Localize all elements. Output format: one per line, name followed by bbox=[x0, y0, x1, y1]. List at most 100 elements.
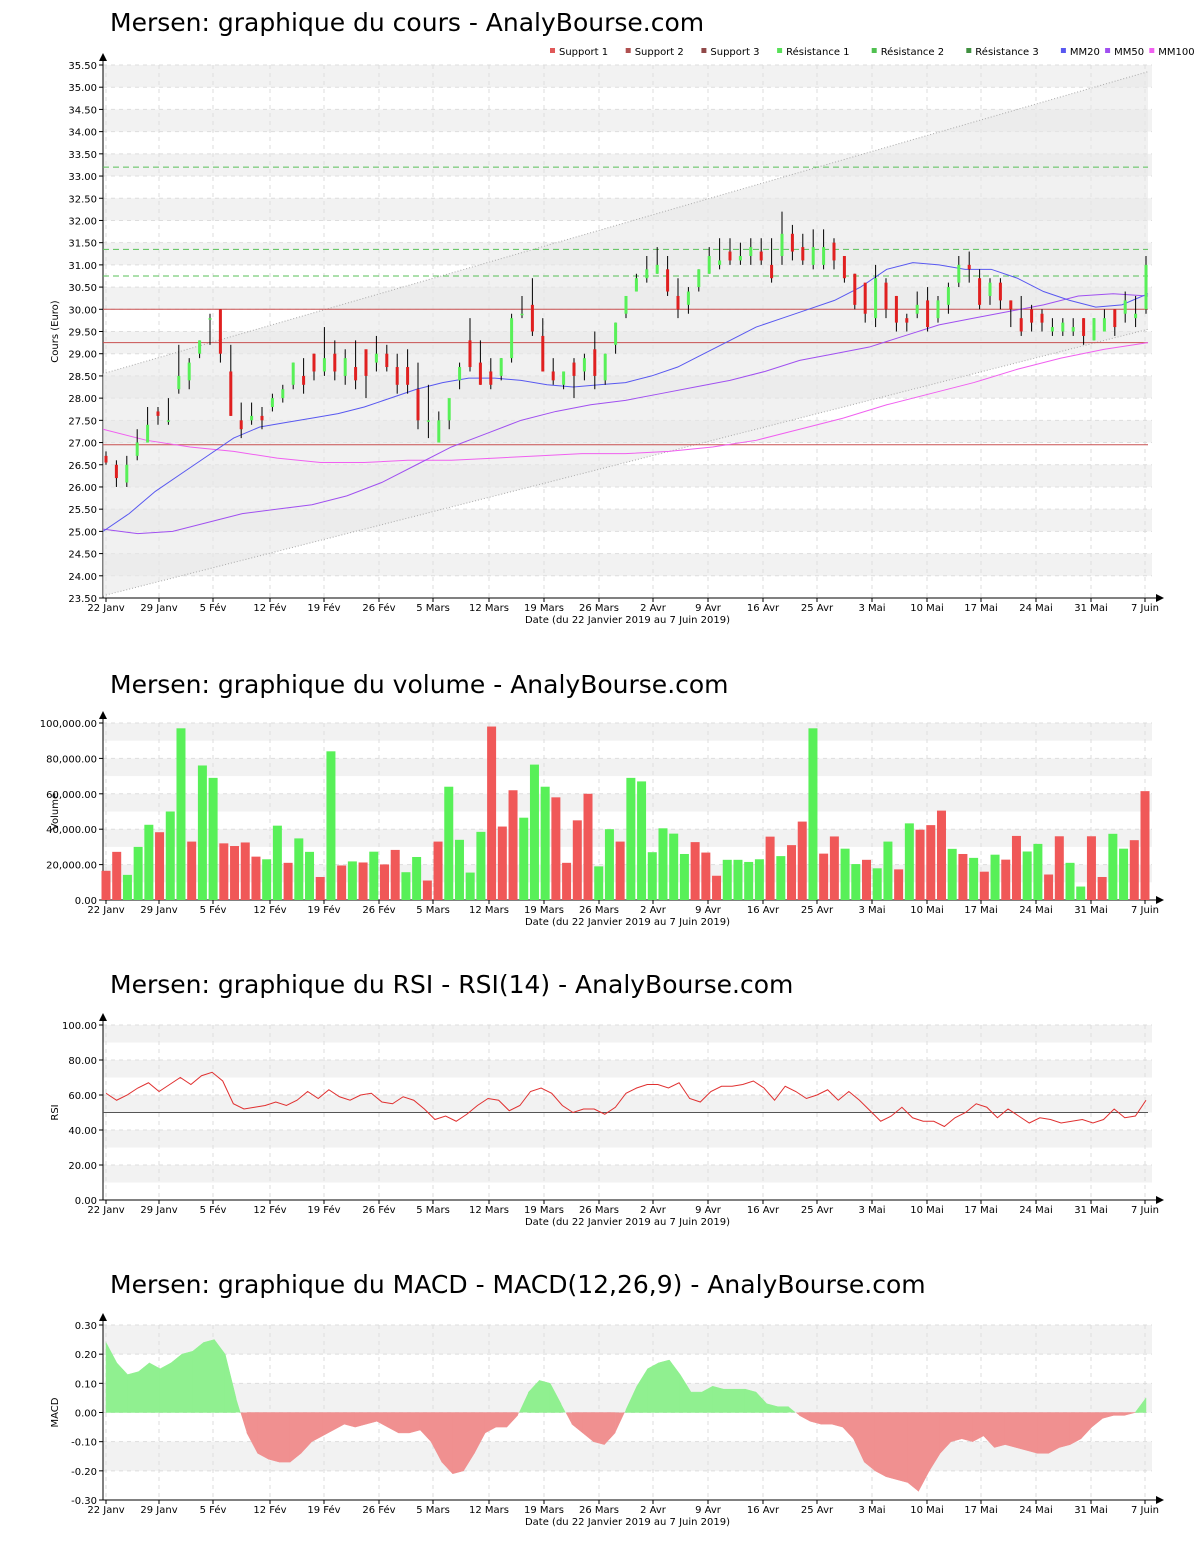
rsi-chart-panel: Mersen: graphique du RSI - RSI(14) - Ana… bbox=[0, 950, 1200, 1240]
y-tick-label: 80,000.00 bbox=[46, 754, 97, 765]
trend-channel bbox=[103, 71, 1148, 596]
y-tick-label: 30.50 bbox=[68, 283, 97, 294]
macd-chart: 22 Janv 29 Janv 5 Fév 12 Fév 19 Fév 26 Fév 5 M… bbox=[50, 1313, 1164, 1528]
macd-area-segment bbox=[950, 1412, 963, 1442]
candle-body bbox=[718, 260, 722, 265]
volume-bar bbox=[519, 817, 529, 900]
candle-body bbox=[926, 300, 930, 328]
volume-bar bbox=[112, 851, 122, 900]
macd-area-segment bbox=[506, 1412, 518, 1428]
candle-body bbox=[853, 273, 857, 305]
volume-bar bbox=[615, 841, 625, 900]
x-tick-label: 31 Mai bbox=[1074, 603, 1107, 614]
candle-body bbox=[458, 367, 462, 381]
candle-body bbox=[988, 282, 992, 296]
candle-body bbox=[1019, 318, 1023, 332]
x-tick-label: 12 Mars bbox=[469, 905, 509, 916]
volume-bar bbox=[337, 865, 347, 900]
macd-area-segment bbox=[1059, 1412, 1071, 1448]
macd-area-segment bbox=[1113, 1412, 1125, 1416]
candle-body bbox=[998, 282, 1002, 301]
macd-area-segment bbox=[149, 1362, 161, 1413]
candle-body bbox=[728, 251, 732, 261]
macd-area-segment bbox=[918, 1412, 930, 1492]
macd-area-segment bbox=[1004, 1412, 1017, 1448]
volume-bar bbox=[1129, 840, 1139, 900]
candle-body bbox=[686, 291, 690, 305]
x-tick-label: 5 Mars bbox=[416, 603, 450, 614]
grid-band bbox=[103, 723, 1152, 741]
macd-area-segment bbox=[289, 1412, 302, 1463]
x-tick-label: 19 Mars bbox=[524, 905, 564, 916]
macd-area-segment bbox=[636, 1367, 648, 1413]
volume-bar bbox=[122, 874, 132, 900]
candle-body bbox=[1123, 300, 1127, 314]
candle-body bbox=[1009, 300, 1013, 310]
candle-body bbox=[645, 269, 649, 279]
candle-body bbox=[582, 358, 586, 372]
candle-body bbox=[260, 415, 264, 421]
volume-bar bbox=[754, 859, 764, 900]
x-tick-label: 12 Mars bbox=[469, 1505, 509, 1516]
volume-bar bbox=[1065, 862, 1075, 900]
x-tick-label: 29 Janv bbox=[140, 1205, 177, 1216]
x-tick-label: 10 Mai bbox=[910, 603, 943, 614]
x-tick-label: 5 Fév bbox=[200, 904, 227, 916]
y-tick-label: 35.50 bbox=[68, 61, 97, 72]
macd-area-segment bbox=[615, 1412, 625, 1433]
x-tick-label: 16 Avr bbox=[747, 603, 780, 614]
volume-bar bbox=[797, 821, 807, 900]
x-tick-label: 9 Avr bbox=[695, 905, 722, 916]
volume-bar bbox=[583, 793, 593, 900]
y-tick-label: 30.00 bbox=[68, 305, 97, 316]
volume-bar bbox=[529, 764, 539, 900]
y-axis-label: Volume bbox=[50, 793, 61, 830]
volume-bar bbox=[219, 843, 229, 900]
macd-area-segment bbox=[279, 1412, 291, 1463]
price-chart-title: Mersen: graphique du cours - AnalyBourse… bbox=[110, 8, 705, 37]
legend-swatch bbox=[966, 48, 972, 53]
macd-area-segment bbox=[820, 1412, 833, 1425]
x-tick-label: 12 Fév bbox=[253, 1204, 286, 1216]
y-tick-label: 28.50 bbox=[68, 372, 97, 383]
volume-bar bbox=[679, 853, 689, 900]
candle-body bbox=[156, 411, 160, 416]
volume-bar bbox=[497, 826, 507, 900]
x-tick-label: 10 Mai bbox=[910, 1205, 943, 1216]
candle-body bbox=[218, 309, 222, 354]
candle-body bbox=[666, 269, 670, 292]
macd-area-segment bbox=[344, 1412, 356, 1428]
y-tick-label: 27.00 bbox=[68, 439, 97, 450]
volume-bar bbox=[369, 851, 379, 900]
candle-body bbox=[874, 278, 878, 319]
candle-body bbox=[426, 420, 430, 422]
x-tick-label: 22 Janv bbox=[87, 905, 124, 916]
macd-area-segment bbox=[333, 1412, 345, 1431]
macd-area-segment bbox=[647, 1362, 659, 1413]
volume-bar bbox=[872, 868, 882, 900]
candle-body bbox=[447, 398, 451, 421]
candle-body bbox=[842, 255, 846, 279]
y-tick-label: 0.00 bbox=[75, 1409, 97, 1420]
candle-body bbox=[832, 242, 836, 261]
candle-body bbox=[697, 269, 701, 288]
macd-area-segment bbox=[116, 1362, 128, 1413]
volume-bar bbox=[315, 876, 325, 900]
y-tick-label: 33.00 bbox=[68, 172, 97, 183]
macd-area-segment bbox=[565, 1412, 572, 1425]
candle-body bbox=[562, 371, 566, 385]
candle-body bbox=[1061, 322, 1065, 332]
macd-chart-title: Mersen: graphique du MACD - MACD(12,26,9… bbox=[110, 1270, 926, 1299]
candle-body bbox=[863, 282, 867, 314]
candle-body bbox=[946, 287, 950, 305]
candle-body bbox=[530, 304, 534, 332]
y-axis-label: Cours (Euro) bbox=[50, 300, 61, 363]
x-tick-label: 26 Mars bbox=[579, 1205, 619, 1216]
x-tick-label: 12 Fév bbox=[253, 904, 286, 916]
x-axis-label: Date (du 22 Janvier 2019 au 7 Juin 2019) bbox=[525, 615, 730, 626]
volume-bar bbox=[1001, 859, 1011, 900]
candle-body bbox=[395, 367, 399, 385]
volume-bar bbox=[722, 859, 732, 900]
macd-area-segment bbox=[1134, 1397, 1147, 1413]
volume-bar bbox=[1140, 791, 1150, 900]
